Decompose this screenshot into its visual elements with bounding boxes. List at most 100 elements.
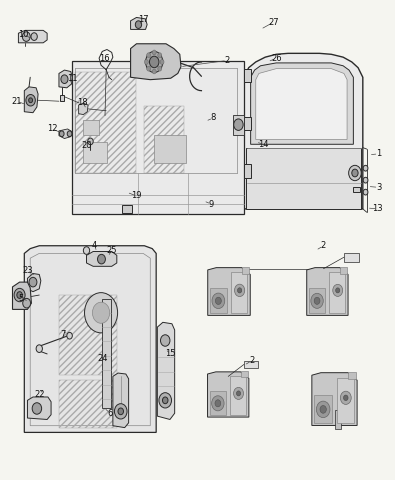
Circle shape	[147, 53, 150, 58]
Circle shape	[314, 297, 320, 304]
Bar	[337, 378, 354, 423]
Circle shape	[98, 254, 105, 264]
Circle shape	[237, 288, 242, 293]
Circle shape	[235, 284, 245, 297]
Bar	[144, 106, 184, 173]
Circle shape	[363, 165, 368, 171]
Polygon shape	[312, 372, 357, 425]
Circle shape	[344, 395, 348, 401]
Text: 17: 17	[138, 15, 149, 24]
Bar	[340, 267, 347, 274]
Bar	[231, 272, 247, 313]
Polygon shape	[157, 323, 175, 420]
Text: 2: 2	[249, 356, 254, 365]
Bar	[83, 120, 99, 135]
Text: 2: 2	[224, 56, 229, 65]
Text: 16: 16	[99, 54, 109, 62]
Circle shape	[212, 293, 225, 309]
Circle shape	[59, 131, 64, 137]
Bar	[246, 148, 361, 209]
Text: 10: 10	[18, 30, 29, 39]
Text: 5: 5	[19, 294, 24, 303]
Text: 15: 15	[166, 349, 176, 359]
Bar	[244, 164, 251, 178]
Circle shape	[17, 292, 23, 299]
Circle shape	[363, 189, 368, 195]
Text: 22: 22	[34, 390, 45, 398]
Circle shape	[29, 98, 32, 103]
Text: 9: 9	[209, 200, 214, 209]
Polygon shape	[24, 246, 156, 432]
Circle shape	[352, 169, 358, 177]
Polygon shape	[131, 44, 181, 80]
Text: 13: 13	[372, 204, 383, 214]
Text: 12: 12	[47, 124, 57, 133]
Text: 20: 20	[81, 141, 92, 150]
Polygon shape	[59, 129, 72, 139]
Bar	[59, 380, 117, 428]
Bar	[210, 288, 227, 313]
Polygon shape	[71, 60, 244, 214]
Bar	[242, 267, 249, 274]
Circle shape	[233, 387, 243, 399]
Circle shape	[32, 403, 41, 414]
Circle shape	[215, 297, 221, 304]
Polygon shape	[87, 252, 117, 266]
Bar	[154, 135, 186, 163]
Circle shape	[333, 284, 343, 297]
Circle shape	[145, 51, 163, 72]
Circle shape	[26, 95, 35, 106]
Polygon shape	[59, 70, 72, 88]
Polygon shape	[131, 17, 147, 29]
Circle shape	[158, 66, 162, 71]
Circle shape	[23, 299, 30, 308]
Polygon shape	[208, 268, 250, 315]
Text: 23: 23	[22, 265, 33, 275]
Polygon shape	[19, 30, 47, 43]
Circle shape	[212, 396, 224, 411]
Circle shape	[14, 288, 25, 302]
Circle shape	[135, 21, 141, 28]
Circle shape	[147, 66, 150, 71]
Circle shape	[152, 69, 156, 74]
Polygon shape	[307, 268, 348, 315]
Polygon shape	[244, 53, 363, 209]
Bar	[122, 204, 132, 213]
Polygon shape	[207, 372, 249, 417]
Polygon shape	[28, 274, 41, 292]
Polygon shape	[113, 373, 129, 428]
Text: 24: 24	[98, 354, 108, 363]
Bar	[75, 72, 137, 173]
Polygon shape	[28, 397, 51, 420]
Circle shape	[152, 50, 156, 55]
Text: 18: 18	[77, 97, 88, 107]
Circle shape	[23, 32, 30, 41]
Text: 26: 26	[271, 54, 282, 62]
Circle shape	[215, 400, 221, 407]
Circle shape	[159, 393, 171, 408]
Circle shape	[92, 302, 110, 323]
Circle shape	[160, 335, 170, 346]
Circle shape	[160, 60, 164, 64]
Text: 7: 7	[60, 330, 66, 339]
Circle shape	[149, 56, 159, 68]
Circle shape	[67, 332, 72, 339]
Bar	[60, 96, 64, 101]
Bar	[230, 376, 246, 415]
Bar	[348, 372, 356, 379]
Circle shape	[85, 293, 118, 333]
Text: 3: 3	[376, 183, 381, 192]
Bar	[210, 391, 226, 415]
Bar	[344, 253, 359, 262]
Circle shape	[29, 277, 37, 287]
Circle shape	[144, 60, 148, 64]
Text: 6: 6	[107, 409, 113, 418]
Bar	[335, 410, 341, 429]
Circle shape	[316, 401, 330, 418]
Circle shape	[115, 404, 127, 419]
Circle shape	[320, 406, 326, 413]
Polygon shape	[24, 87, 38, 113]
Circle shape	[36, 345, 42, 352]
Circle shape	[83, 247, 90, 254]
Bar	[59, 295, 117, 375]
